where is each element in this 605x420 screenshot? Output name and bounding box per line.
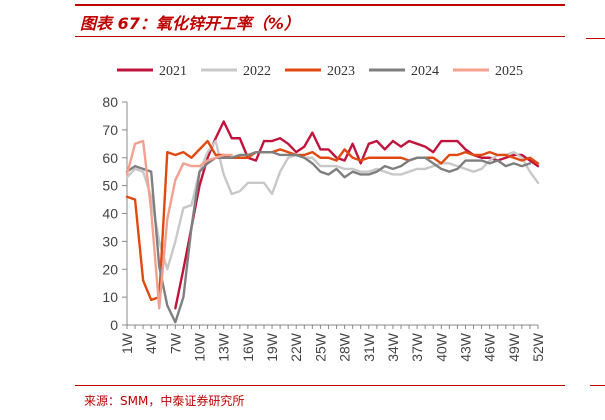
x-tick-label: 22W [288, 332, 304, 362]
legend-label-2022: 2022 [243, 64, 271, 79]
x-tick-label: 4W [143, 332, 159, 354]
x-tick-label: 28W [337, 332, 353, 362]
y-tick-label: 80 [102, 94, 118, 110]
x-tick-label: 13W [216, 332, 232, 362]
x-tick-label: 31W [361, 332, 377, 362]
x-tick-label: 1W [119, 332, 135, 354]
series-layer [125, 120, 540, 324]
adjacent-panel-rule-bottom [590, 385, 605, 386]
legend: 2021 2022 2023 2024 2025 [117, 64, 523, 79]
axes: 0 10 20 30 40 50 60 70 80 1W 4W 7W 10W 13W 16W 19W 22W 25… [102, 94, 546, 362]
legend-label-2024: 2024 [411, 64, 439, 79]
series-line-2024 [125, 150, 532, 324]
chart-title: 图表 67：氧化锌开工率（%） [80, 14, 300, 33]
x-tick-label: 49W [506, 332, 522, 362]
y-tick-label: 60 [102, 150, 118, 166]
y-tick-label: 20 [102, 261, 118, 277]
x-tick-label: 37W [409, 332, 425, 362]
x-tick-label: 7W [167, 332, 183, 354]
y-tick-label: 10 [102, 289, 118, 305]
x-tick-label: 16W [240, 332, 256, 362]
legend-label-2025: 2025 [495, 64, 523, 79]
legend-label-2021: 2021 [159, 64, 187, 79]
y-tick-label: 0 [110, 317, 118, 333]
y-tick-label: 50 [102, 178, 118, 194]
legend-label-2023: 2023 [327, 64, 355, 79]
x-tick-label: 10W [192, 332, 208, 362]
x-tick-label: 19W [264, 332, 280, 362]
y-tick-label: 70 [102, 122, 118, 138]
x-tick-label: 46W [482, 332, 498, 362]
series-line-2022 [125, 139, 540, 271]
series-line-2021 [174, 120, 540, 310]
x-tick-label: 40W [433, 332, 449, 362]
y-tick-label: 40 [102, 206, 118, 222]
x-tick-label: 34W [385, 332, 401, 362]
x-tick-label: 25W [312, 332, 328, 362]
series-line-2023 [125, 139, 540, 302]
source-note: 来源：SMM，中泰证券研究所 [84, 394, 245, 408]
series-line-2025 [125, 139, 233, 310]
top-rule [75, 4, 565, 6]
y-tick-label: 30 [102, 233, 118, 249]
x-tick-label: 52W [530, 332, 546, 362]
bottom-rule [75, 385, 565, 386]
adjacent-panel-rule [586, 38, 605, 39]
x-tick-label: 43W [457, 332, 473, 362]
title-rule [75, 36, 565, 37]
